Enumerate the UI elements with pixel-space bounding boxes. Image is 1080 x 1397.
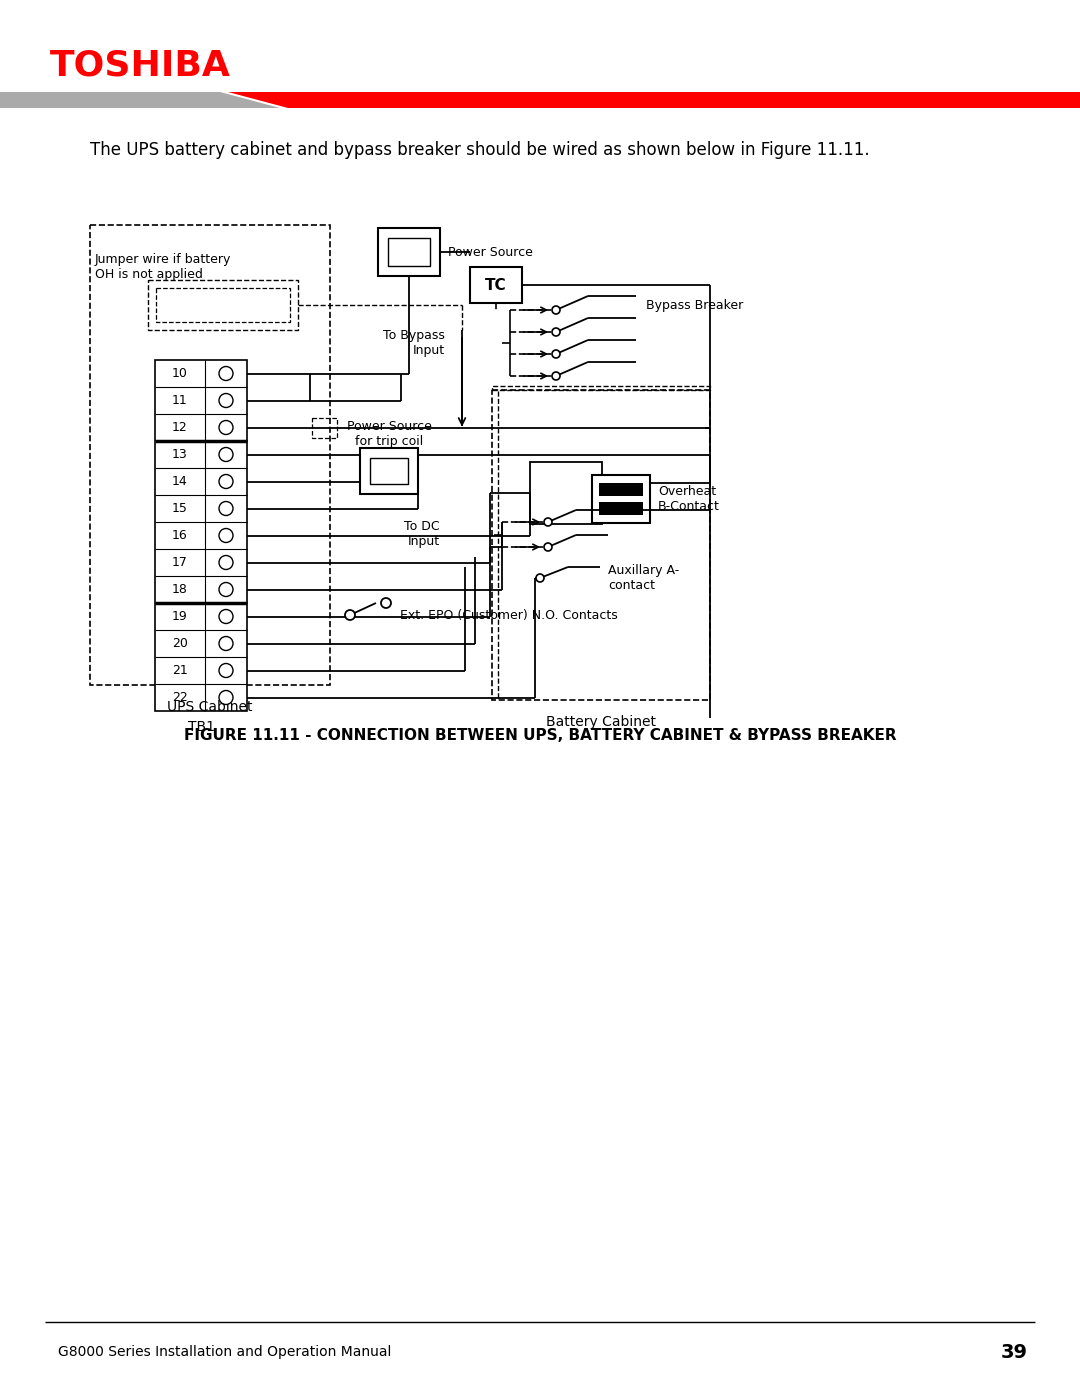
Text: 15: 15 [172,502,188,515]
Text: 11: 11 [172,394,188,407]
Circle shape [345,610,355,620]
Text: TC: TC [485,278,507,292]
Circle shape [381,598,391,608]
Circle shape [219,394,233,408]
Text: UPS Cabinet: UPS Cabinet [167,700,253,714]
Text: To Bypass
Input: To Bypass Input [383,330,445,358]
Text: 18: 18 [172,583,188,597]
Bar [156,360,247,711]
Bar [492,390,710,700]
Circle shape [219,583,233,597]
Text: FIGURE 11.11 - CONNECTION BETWEEN UPS, BATTERY CABINET & BYPASS BREAKER: FIGURE 11.11 - CONNECTION BETWEEN UPS, B… [184,728,896,742]
Text: Power Source
for trip coil: Power Source for trip coil [347,420,431,448]
Text: Battery Cabinet: Battery Cabinet [546,715,656,729]
Text: 20: 20 [172,637,188,650]
Circle shape [219,366,233,380]
Text: 13: 13 [172,448,188,461]
Circle shape [219,502,233,515]
Text: To DC
Input: To DC Input [404,521,440,549]
Text: 10: 10 [172,367,188,380]
Text: 19: 19 [172,610,188,623]
Circle shape [219,556,233,570]
Text: Ext. EPO (Customer) N.O. Contacts: Ext. EPO (Customer) N.O. Contacts [400,609,618,622]
Bar [360,448,418,495]
Bar [530,462,602,524]
Bar [388,237,430,265]
Circle shape [219,637,233,651]
Text: Jumper wire if battery
OH is not applied: Jumper wire if battery OH is not applied [95,253,231,281]
Circle shape [219,664,233,678]
Circle shape [219,420,233,434]
Text: 21: 21 [172,664,188,678]
Bar [592,475,650,522]
Circle shape [552,306,561,314]
Bar [312,418,337,437]
Text: G8000 Series Installation and Operation Manual: G8000 Series Installation and Operation … [58,1345,391,1359]
Text: 39: 39 [1001,1343,1028,1362]
Circle shape [552,351,561,358]
Circle shape [552,328,561,337]
Bar [370,458,408,483]
Circle shape [544,543,552,550]
Circle shape [219,609,233,623]
Circle shape [552,372,561,380]
Circle shape [536,574,544,583]
Text: TOSHIBA: TOSHIBA [50,47,231,82]
Bar [599,483,643,496]
Text: Power Source: Power Source [448,246,532,258]
Text: 16: 16 [172,529,188,542]
Polygon shape [228,92,1080,108]
Text: Bypass Breaker: Bypass Breaker [646,299,743,313]
Bar [148,279,298,330]
Bar [378,228,440,277]
Circle shape [219,447,233,461]
Text: TB1: TB1 [188,719,215,733]
Polygon shape [0,92,280,108]
Bar [156,288,291,321]
Text: The UPS battery cabinet and bypass breaker should be wired as shown below in Fig: The UPS battery cabinet and bypass break… [90,141,869,159]
Bar [492,386,710,390]
Text: 14: 14 [172,475,188,488]
Circle shape [544,518,552,527]
Bar [470,267,522,303]
Circle shape [219,690,233,704]
Bar [599,502,643,515]
Text: Overheat
B-Contact: Overheat B-Contact [658,485,720,513]
Text: 17: 17 [172,556,188,569]
Circle shape [219,528,233,542]
Text: 12: 12 [172,420,188,434]
Text: 22: 22 [172,692,188,704]
Bar [90,225,330,685]
Circle shape [219,475,233,489]
Text: Auxillary A-
contact: Auxillary A- contact [608,564,679,592]
